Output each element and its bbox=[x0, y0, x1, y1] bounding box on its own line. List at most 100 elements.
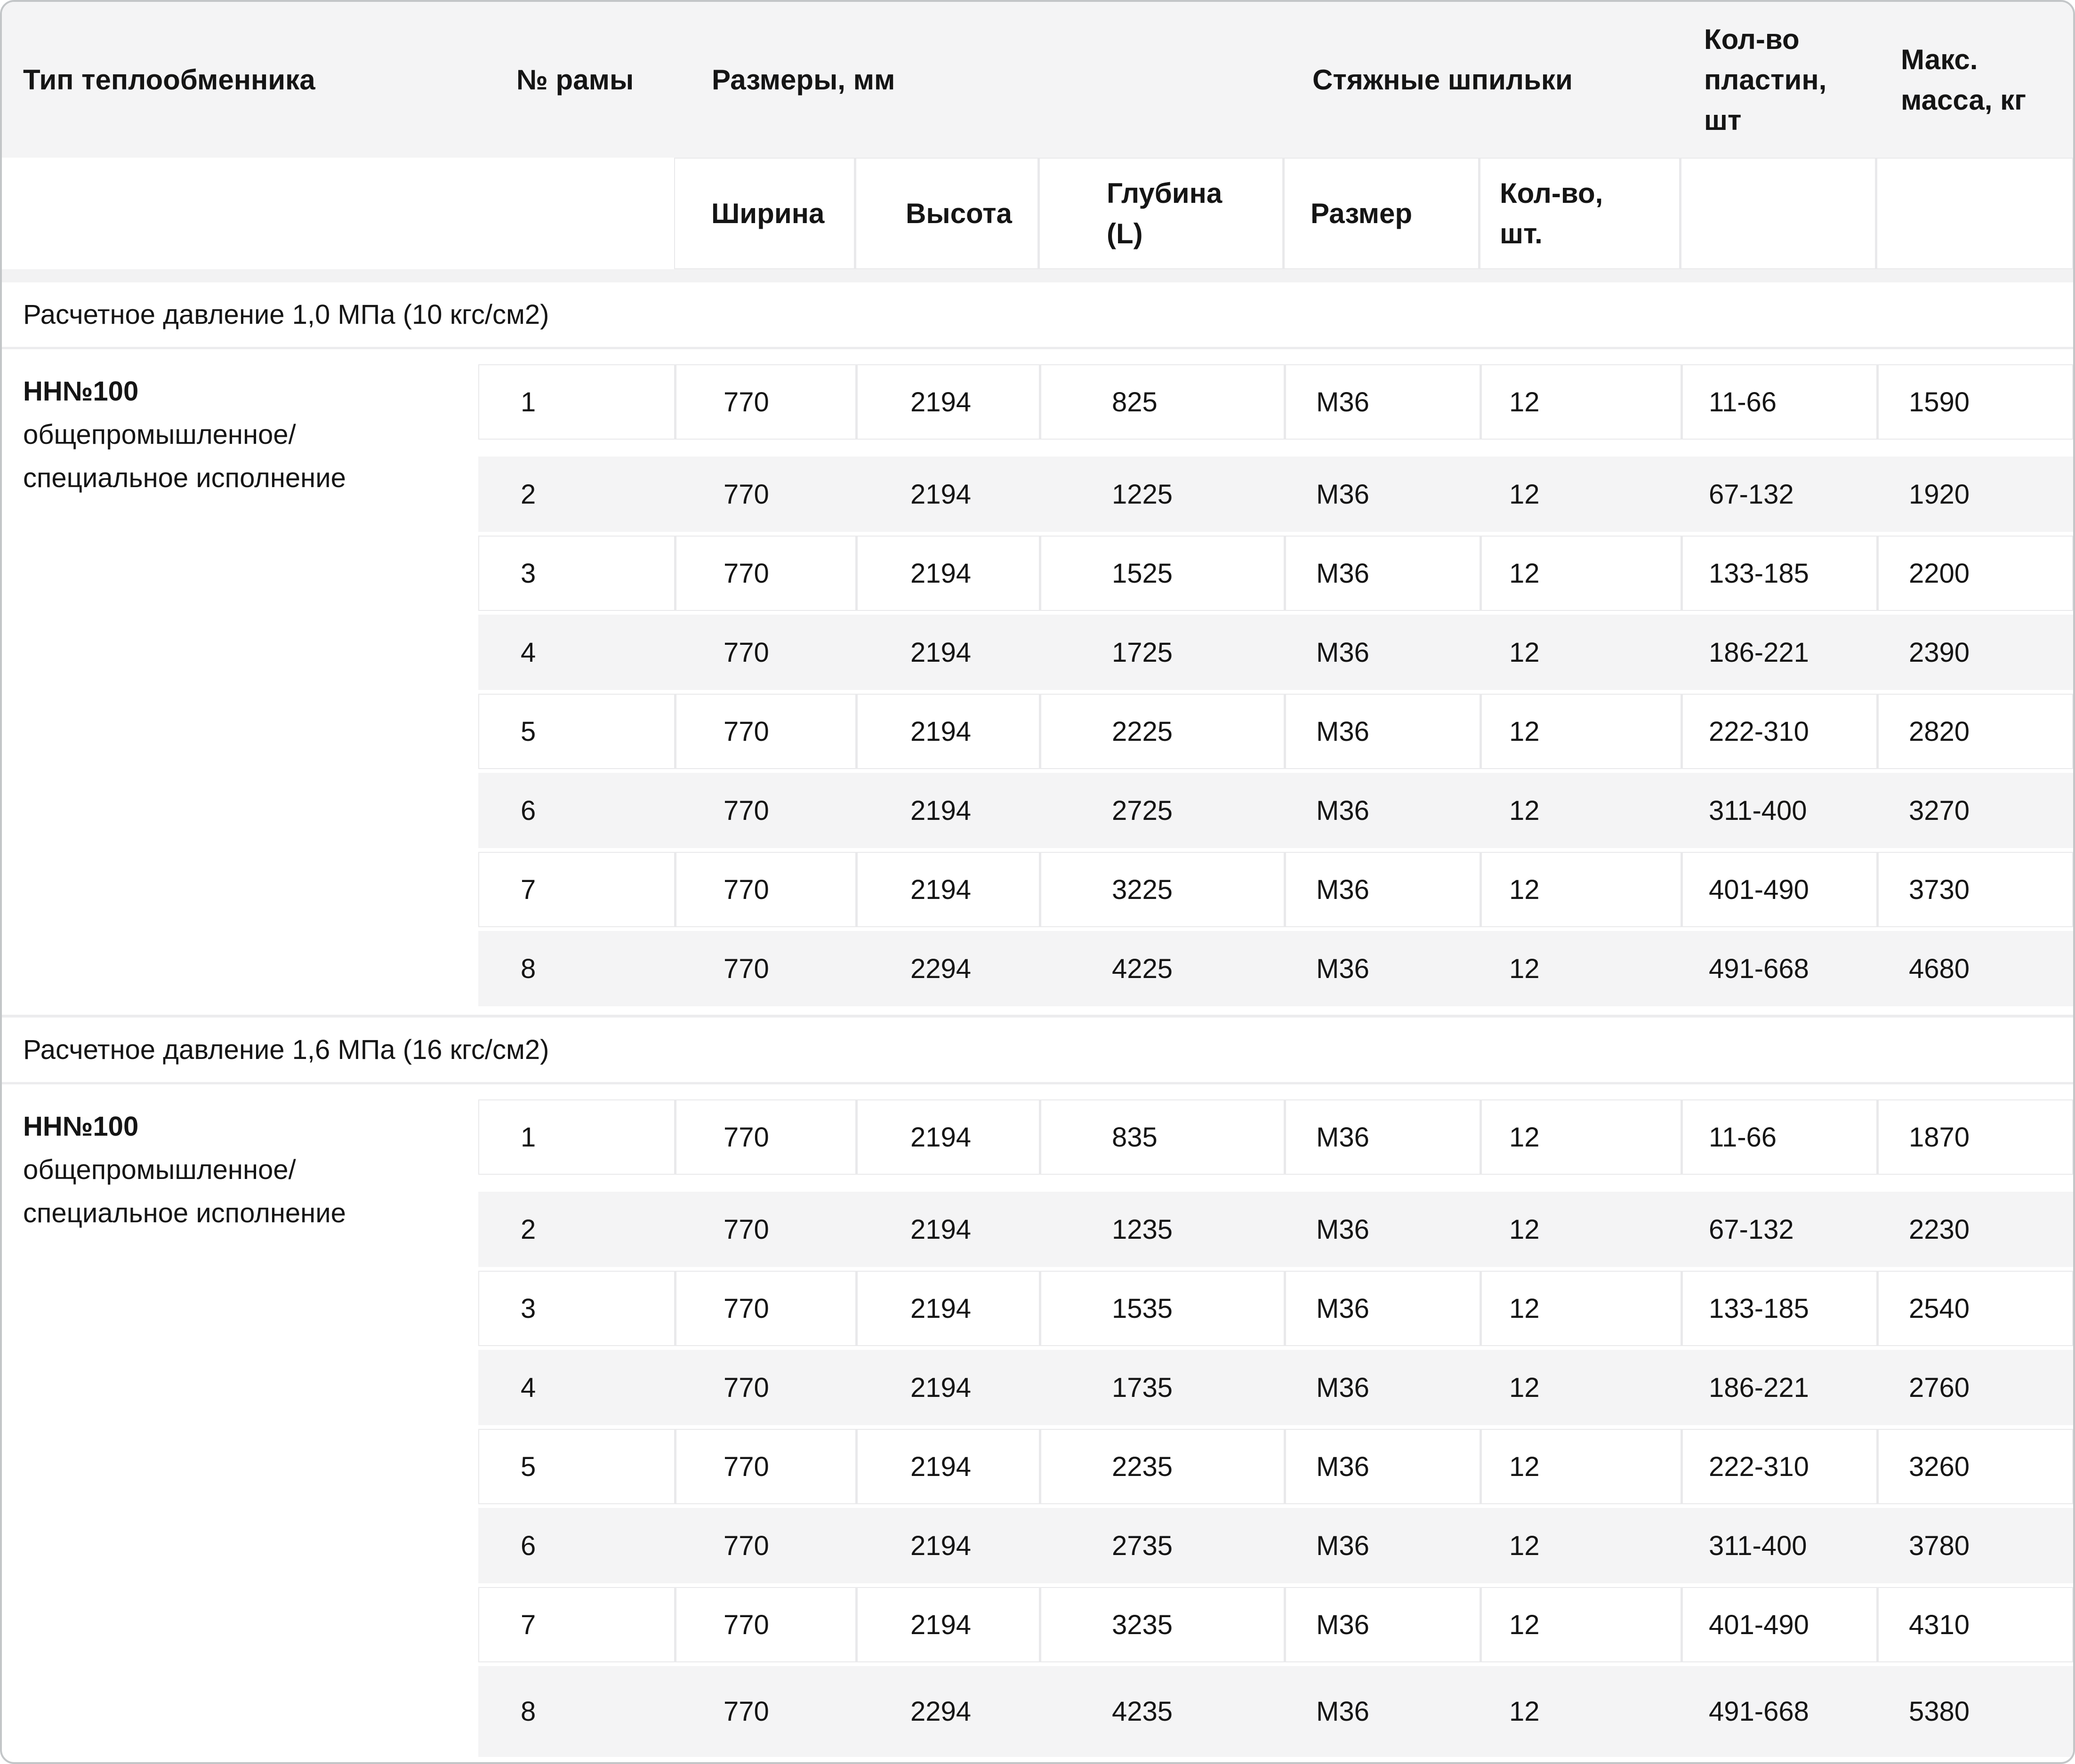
depth-cell: 4235 bbox=[1112, 1696, 1173, 1727]
height-cell: 2194 bbox=[858, 1100, 1039, 1174]
subheader-cells: Ширина Высота Глубина (L) Размер Кол-во,… bbox=[674, 158, 2073, 269]
column-header-plates: Кол-во пластин, шт bbox=[1681, 19, 1876, 141]
plates-range-cell: 186-221 bbox=[1709, 1372, 1809, 1403]
width-cell: 770 bbox=[724, 953, 769, 984]
width-cell: 770 bbox=[724, 795, 769, 826]
height-cell: 2194 bbox=[858, 365, 1039, 439]
stud-size-cell: М36 bbox=[1286, 1272, 1480, 1345]
table-row: 6 770 2194 2735 М36 12 311-400 3780 bbox=[478, 1508, 2073, 1583]
stud-qty-cell: 12 bbox=[1509, 1372, 1540, 1403]
height-cell: 2194 bbox=[858, 1272, 1039, 1345]
depth-cell: 2225 bbox=[1041, 695, 1284, 768]
column-header-dimensions: Размеры, мм bbox=[712, 64, 895, 96]
stud-qty-cell: 12 bbox=[1482, 1588, 1681, 1661]
stud-size-cell: М36 bbox=[1316, 953, 1369, 984]
header-line: Кол-во bbox=[1704, 23, 1800, 55]
height-cell: 2194 bbox=[858, 853, 1039, 926]
stud-qty-cell: 12 bbox=[1482, 1272, 1681, 1345]
plates-range-cell: 491-668 bbox=[1709, 1696, 1809, 1727]
subheader-spacer bbox=[2, 158, 674, 269]
table-row: 6 770 2194 2725 М36 12 311-400 3270 bbox=[478, 773, 2073, 848]
width-cell: 770 bbox=[676, 537, 855, 610]
height-cell: 2194 bbox=[858, 1588, 1039, 1661]
frame-number-cell: 3 bbox=[479, 1272, 674, 1345]
exchanger-type-name: НН№100 bbox=[23, 1111, 139, 1142]
stud-qty-cell: 12 bbox=[1482, 853, 1681, 926]
section-body: НН№100 общепромышленное/ специальное исп… bbox=[2, 349, 2073, 1015]
plates-range-cell: 311-400 bbox=[1709, 795, 1807, 826]
table-row: 2 770 2194 1235 М36 12 67-132 2230 bbox=[478, 1192, 2073, 1267]
column-header-max-mass: Макс. масса, кг bbox=[1876, 40, 2073, 120]
width-cell: 770 bbox=[676, 365, 855, 439]
max-mass-cell: 2390 bbox=[1909, 637, 1970, 668]
stud-size-cell: М36 bbox=[1316, 1372, 1369, 1403]
width-cell: 770 bbox=[724, 479, 769, 510]
height-cell: 2194 bbox=[910, 1372, 972, 1403]
height-cell: 2194 bbox=[910, 637, 972, 668]
plates-range-cell: 401-490 bbox=[1683, 1588, 1876, 1661]
width-cell: 770 bbox=[724, 637, 769, 668]
stud-qty-cell: 12 bbox=[1509, 637, 1540, 668]
subheader-height: Высота bbox=[856, 159, 1038, 268]
max-mass-cell: 2230 bbox=[1909, 1214, 1970, 1245]
depth-cell: 1535 bbox=[1041, 1272, 1284, 1345]
depth-cell: 2735 bbox=[1112, 1530, 1173, 1561]
subheader-label: Кол-во, bbox=[1500, 177, 1603, 209]
max-mass-cell: 3780 bbox=[1909, 1530, 1970, 1561]
column-header-frame: № рамы bbox=[516, 64, 634, 96]
subheader-label: Высота bbox=[906, 197, 1012, 229]
depth-cell: 825 bbox=[1041, 365, 1284, 439]
frame-number-cell: 5 bbox=[479, 1430, 674, 1503]
max-mass-cell: 1870 bbox=[1879, 1100, 2072, 1174]
subheader-depth: Глубина (L) bbox=[1040, 159, 1282, 268]
depth-cell: 835 bbox=[1041, 1100, 1284, 1174]
stud-qty-cell: 12 bbox=[1509, 1696, 1540, 1727]
height-cell: 2194 bbox=[910, 1530, 972, 1561]
table-row: 2 770 2194 1225 М36 12 67-132 1920 bbox=[478, 457, 2073, 532]
stud-size-cell: М36 bbox=[1286, 1100, 1480, 1174]
stud-size-cell: М36 bbox=[1286, 365, 1480, 439]
plates-range-cell: 491-668 bbox=[1709, 953, 1809, 984]
data-rows: 1 770 2194 835 М36 12 11-66 1870 2 770 2194 1235 М36… bbox=[478, 1084, 2073, 1757]
max-mass-cell: 2760 bbox=[1909, 1372, 1970, 1403]
stud-size-cell: М36 bbox=[1286, 537, 1480, 610]
width-cell: 770 bbox=[676, 1430, 855, 1503]
frame-number-cell: 7 bbox=[479, 1588, 674, 1661]
width-cell: 770 bbox=[676, 1100, 855, 1174]
plates-range-cell: 67-132 bbox=[1709, 1214, 1794, 1245]
height-cell: 2294 bbox=[910, 953, 972, 984]
max-mass-cell: 2820 bbox=[1879, 695, 2072, 768]
table-row: 3 770 2194 1525 М36 12 133-185 2200 bbox=[478, 536, 2073, 611]
height-cell: 2194 bbox=[858, 695, 1039, 768]
height-cell: 2194 bbox=[910, 1214, 972, 1245]
width-cell: 770 bbox=[676, 1272, 855, 1345]
height-cell: 2194 bbox=[910, 795, 972, 826]
stud-size-cell: М36 bbox=[1286, 1588, 1480, 1661]
frame-number-cell: 4 bbox=[521, 637, 536, 668]
height-cell: 2194 bbox=[858, 537, 1039, 610]
depth-cell: 4225 bbox=[1112, 953, 1173, 984]
frame-number-cell: 1 bbox=[479, 365, 674, 439]
plates-range-cell: 401-490 bbox=[1683, 853, 1876, 926]
width-cell: 770 bbox=[724, 1696, 769, 1727]
table-row: 4 770 2194 1725 М36 12 186-221 2390 bbox=[478, 615, 2073, 690]
stud-size-cell: М36 bbox=[1316, 795, 1369, 826]
plates-range-cell: 133-185 bbox=[1683, 537, 1876, 610]
subheader-label: (L) bbox=[1107, 217, 1143, 249]
stud-qty-cell: 12 bbox=[1482, 1100, 1681, 1174]
frame-number-cell: 2 bbox=[521, 479, 536, 510]
frame-number-cell: 8 bbox=[521, 1696, 536, 1727]
max-mass-cell: 3260 bbox=[1879, 1430, 2072, 1503]
table-row: 5 770 2194 2235 М36 12 222-310 3260 bbox=[478, 1429, 2073, 1504]
frame-number-cell: 6 bbox=[521, 1530, 536, 1561]
frame-number-cell: 4 bbox=[521, 1372, 536, 1403]
max-mass-cell: 2200 bbox=[1879, 537, 2072, 610]
depth-cell: 1725 bbox=[1112, 637, 1173, 668]
stud-size-cell: М36 bbox=[1286, 695, 1480, 768]
max-mass-cell: 4310 bbox=[1879, 1588, 2072, 1661]
plates-range-cell: 222-310 bbox=[1683, 1430, 1876, 1503]
stud-qty-cell: 12 bbox=[1482, 365, 1681, 439]
stud-size-cell: М36 bbox=[1286, 853, 1480, 926]
depth-cell: 1225 bbox=[1112, 479, 1173, 510]
table-row: 7 770 2194 3235 М36 12 401-490 4310 bbox=[478, 1587, 2073, 1662]
